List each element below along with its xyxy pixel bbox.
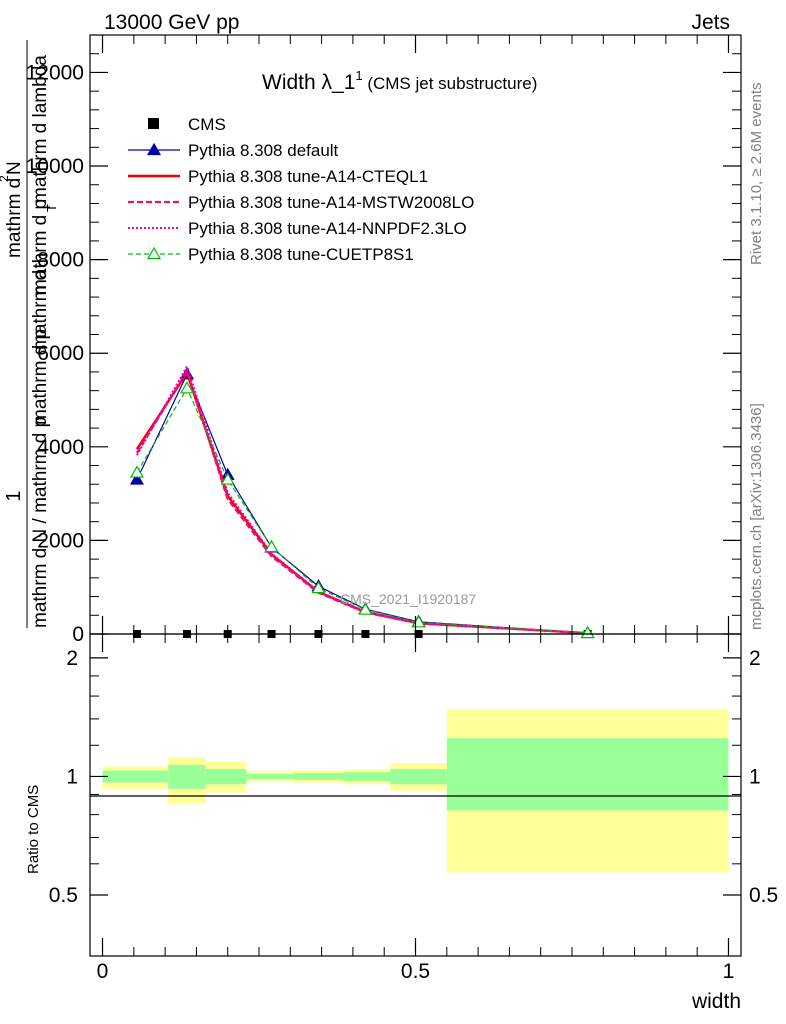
y-label-dp: mathrm d p [30, 329, 51, 425]
ratio-tick-label-right: 0.5 [749, 884, 778, 907]
x-axis-label: width [691, 990, 741, 1013]
header-right: Jets [691, 11, 730, 34]
legend-label: Pythia 8.308 tune-A14-CTEQL1 [188, 167, 428, 186]
legend-marker-5 [146, 246, 162, 260]
series-line-5 [136, 387, 588, 634]
y-tick-label: 4000 [37, 436, 84, 459]
y-axis-label-lower: Ratio to CMS [25, 785, 42, 874]
legend-marker-1 [146, 142, 162, 156]
y-axis-label-upper: 1 mathrm d N / mathrm d p mathrm d p mat… [0, 40, 59, 628]
lower-panel: 0 0.5 1 0.5 0.5 1 1 2 2 [49, 35, 778, 983]
chart-title-main: Width λ_1 [262, 71, 355, 94]
mcplots-label: mcplots.cern.ch [arXiv:1306.3436] [748, 403, 765, 630]
y-label-numerator: 1 [3, 490, 25, 501]
series-marker-5 [311, 580, 326, 594]
series-marker-5 [580, 625, 595, 639]
chart-title-suffix: (CMS jet substructure) [363, 74, 538, 93]
ratio-band-inner [168, 764, 206, 789]
series-marker-5 [358, 602, 373, 615]
legend-label: CMS [188, 115, 226, 134]
y-label-num2: mathrm d [4, 178, 25, 258]
legend-label: Pythia 8.308 default [188, 141, 339, 160]
legend: CMS Pythia 8.308 default Pythia 8.308 tune… [128, 115, 474, 264]
x-tick-label: 1 [723, 960, 735, 983]
y-label-den-b: T [44, 204, 59, 212]
ratio-band-inner [293, 773, 344, 780]
y-label-sup: 2 [0, 175, 11, 182]
ratio-band-inner [102, 770, 169, 783]
ratio-tick-label: 0.5 [49, 884, 78, 907]
ratio-band-inner [390, 768, 447, 785]
ratio-band-inner [446, 738, 729, 811]
analysis-watermark: CMS_2021_I1920187 [340, 591, 476, 607]
ratio-tick-label-right: 1 [749, 765, 761, 788]
upper-panel: 0 2000 4000 6000 8000 10000 12000 [26, 34, 742, 646]
legend-label: Pythia 8.308 tune-CUETP8S1 [188, 245, 414, 264]
y-tick-label: 2000 [37, 529, 84, 552]
y-tick-label: 8000 [37, 249, 84, 272]
y-tick-label: 12000 [26, 61, 84, 84]
series-line-4 [136, 363, 588, 635]
x-tick-label: 0.5 [401, 960, 430, 983]
ratio-band-inner [205, 768, 247, 785]
series-marker-5 [179, 381, 195, 394]
legend-marker-cms [148, 118, 159, 129]
ratio-band-inner [246, 773, 294, 780]
y-label-mathrm-d: mathrm d [30, 270, 51, 350]
y-label-den-a: mathrm d p [30, 199, 51, 295]
series-line-3 [136, 368, 588, 635]
chart-title-sup: 1 [355, 68, 362, 83]
y-tick-label: 6000 [37, 342, 84, 365]
y-label-n: N [4, 161, 25, 175]
chart-title: Width λ_11 (CMS jet substructure) [262, 68, 537, 94]
y-label-denominator: mathrm d N / mathrm d p [30, 417, 51, 628]
y-tick-label: 10000 [26, 155, 84, 178]
ratio-band-inner [343, 772, 391, 781]
header-left: 13000 GeV pp [104, 11, 239, 34]
series-marker-5 [129, 465, 144, 478]
ratio-tick-label: 2 [66, 647, 78, 670]
legend-label: Pythia 8.308 tune-A14-NNPDF2.3LO [188, 219, 467, 238]
y-tick-label: 0 [72, 623, 84, 646]
ratio-tick-label: 1 [66, 765, 78, 788]
series-marker-1 [129, 472, 144, 485]
rivet-label: Rivet 3.1.10, ≥ 2.6M events [748, 83, 765, 266]
x-tick-label: 0 [97, 960, 109, 983]
series-marker-5 [264, 539, 279, 553]
legend-label: Pythia 8.308 tune-A14-MSTW2008LO [188, 193, 474, 212]
ratio-tick-label-right: 2 [749, 647, 761, 670]
y-label-den-c: mathrm d lambda [30, 55, 51, 203]
series-marker-5 [220, 472, 235, 485]
